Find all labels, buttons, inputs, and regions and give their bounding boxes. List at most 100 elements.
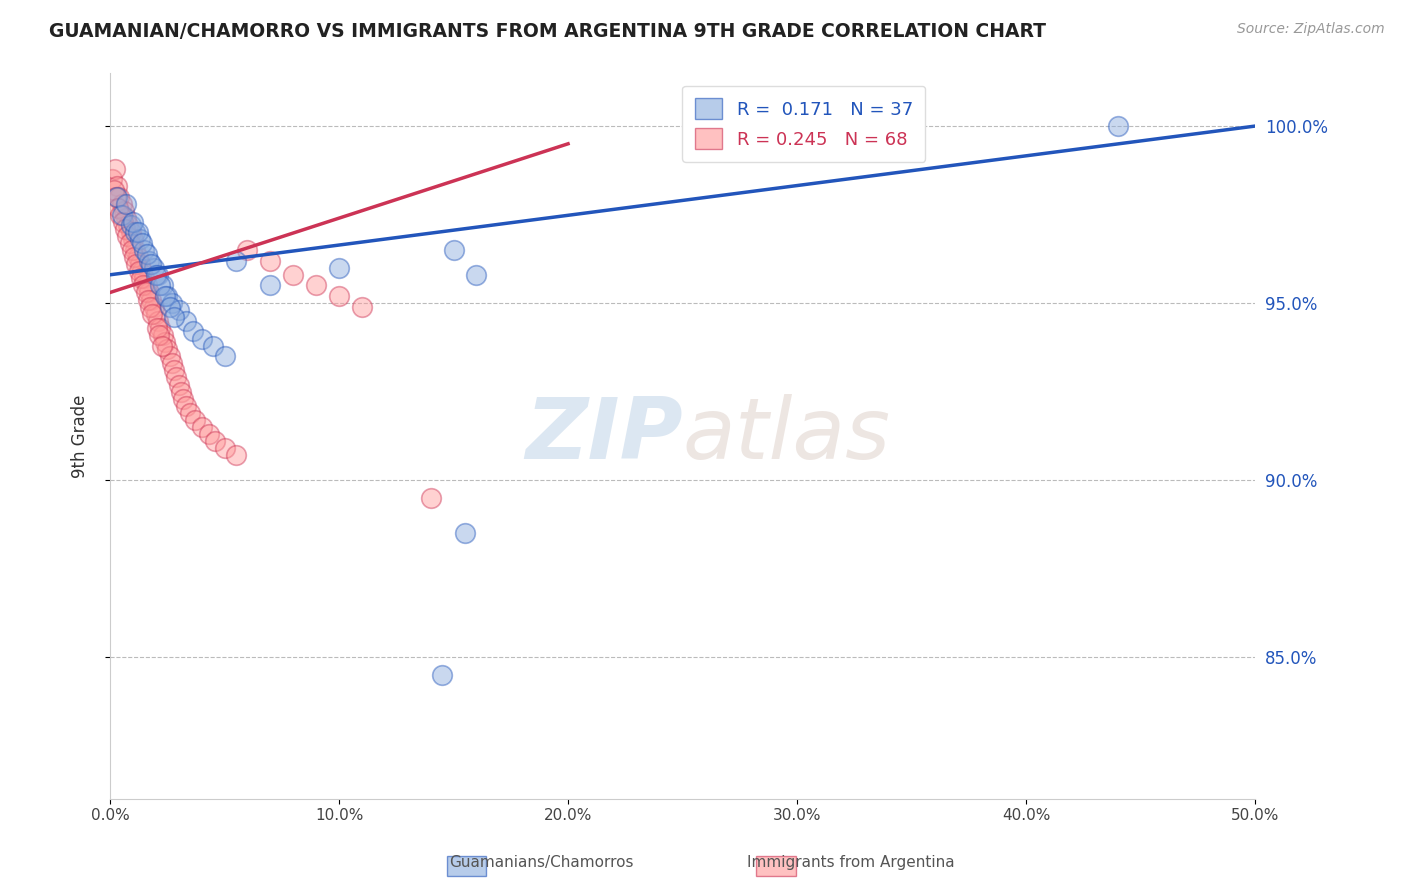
Point	[117, 228, 139, 243]
Legend: R =  0.171   N = 37, R = 0.245   N = 68: R = 0.171 N = 37, R = 0.245 N = 68	[682, 86, 925, 161]
Point	[197, 427, 219, 442]
Point	[328, 260, 350, 275]
Point	[163, 363, 186, 377]
Point	[124, 243, 146, 257]
Point	[350, 300, 373, 314]
Point	[181, 325, 204, 339]
Point	[127, 225, 149, 239]
Point	[141, 257, 163, 271]
Point	[121, 243, 143, 257]
Point	[259, 253, 281, 268]
Point	[152, 328, 174, 343]
Point	[124, 225, 146, 239]
Point	[443, 243, 465, 257]
Point	[101, 172, 124, 186]
Point	[170, 384, 193, 399]
Point	[135, 246, 157, 260]
Point	[153, 334, 176, 349]
Point	[163, 310, 186, 325]
Point	[174, 399, 197, 413]
Point	[190, 331, 212, 345]
Point	[122, 215, 145, 229]
Point	[138, 253, 160, 268]
Point	[283, 268, 305, 282]
Point	[110, 208, 132, 222]
Point	[214, 349, 236, 363]
Point	[225, 448, 247, 462]
Text: ZIP: ZIP	[524, 394, 682, 477]
Point	[159, 300, 181, 314]
Point	[146, 321, 169, 335]
Point	[112, 204, 135, 219]
Point	[125, 257, 148, 271]
Point	[111, 215, 134, 229]
Point	[166, 370, 188, 384]
Point	[117, 218, 139, 232]
Text: Immigrants from Argentina: Immigrants from Argentina	[747, 855, 955, 870]
Point	[115, 197, 138, 211]
Point	[160, 296, 183, 310]
Point	[107, 201, 129, 215]
Point	[134, 271, 156, 285]
Point	[103, 183, 125, 197]
Point	[160, 356, 183, 370]
Point	[135, 278, 157, 293]
Point	[129, 271, 152, 285]
Point	[105, 179, 128, 194]
Text: atlas: atlas	[682, 394, 890, 477]
Point	[138, 285, 160, 300]
Point	[108, 190, 131, 204]
Point	[148, 328, 170, 343]
Point	[184, 413, 207, 427]
Point	[204, 434, 226, 449]
Point	[145, 268, 167, 282]
Point	[146, 268, 169, 282]
Point	[167, 303, 190, 318]
Point	[132, 278, 155, 293]
Point	[122, 250, 145, 264]
Point	[454, 526, 477, 541]
Text: Guamanians/Chamorros: Guamanians/Chamorros	[449, 855, 634, 870]
Point	[259, 278, 281, 293]
Point	[128, 264, 150, 278]
Point	[131, 264, 153, 278]
Point	[1107, 119, 1129, 133]
Point	[465, 268, 488, 282]
Point	[236, 243, 259, 257]
Point	[172, 392, 194, 406]
Point	[149, 278, 172, 293]
Point	[328, 289, 350, 303]
Point	[174, 314, 197, 328]
Point	[114, 221, 136, 235]
Point	[105, 190, 128, 204]
Text: Source: ZipAtlas.com: Source: ZipAtlas.com	[1237, 22, 1385, 37]
Point	[145, 307, 167, 321]
Point	[142, 300, 165, 314]
Point	[122, 232, 145, 246]
Point	[150, 338, 173, 352]
Point	[104, 161, 127, 176]
Point	[202, 338, 225, 352]
Y-axis label: 9th Grade: 9th Grade	[72, 394, 89, 477]
Point	[128, 257, 150, 271]
Point	[190, 420, 212, 434]
Point	[156, 342, 179, 356]
Point	[115, 211, 138, 226]
Point	[135, 285, 157, 300]
Point	[146, 314, 169, 328]
Point	[156, 289, 179, 303]
Point	[110, 197, 132, 211]
Point	[214, 442, 236, 456]
Point	[179, 406, 201, 420]
Point	[142, 260, 165, 275]
Point	[225, 253, 247, 268]
Point	[104, 190, 127, 204]
Point	[120, 225, 142, 239]
Point	[134, 243, 156, 257]
Point	[149, 321, 172, 335]
Point	[153, 289, 176, 303]
Point	[110, 208, 132, 222]
Point	[152, 278, 174, 293]
Point	[139, 300, 162, 314]
Point	[167, 377, 190, 392]
